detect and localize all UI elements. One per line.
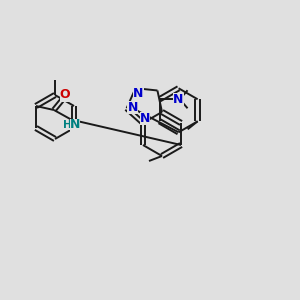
Text: N: N — [140, 112, 150, 124]
Text: O: O — [60, 88, 70, 101]
Text: N: N — [173, 93, 184, 106]
Text: N: N — [70, 118, 80, 131]
Text: H: H — [63, 120, 71, 130]
Text: N: N — [128, 101, 138, 114]
Text: N: N — [134, 87, 144, 100]
